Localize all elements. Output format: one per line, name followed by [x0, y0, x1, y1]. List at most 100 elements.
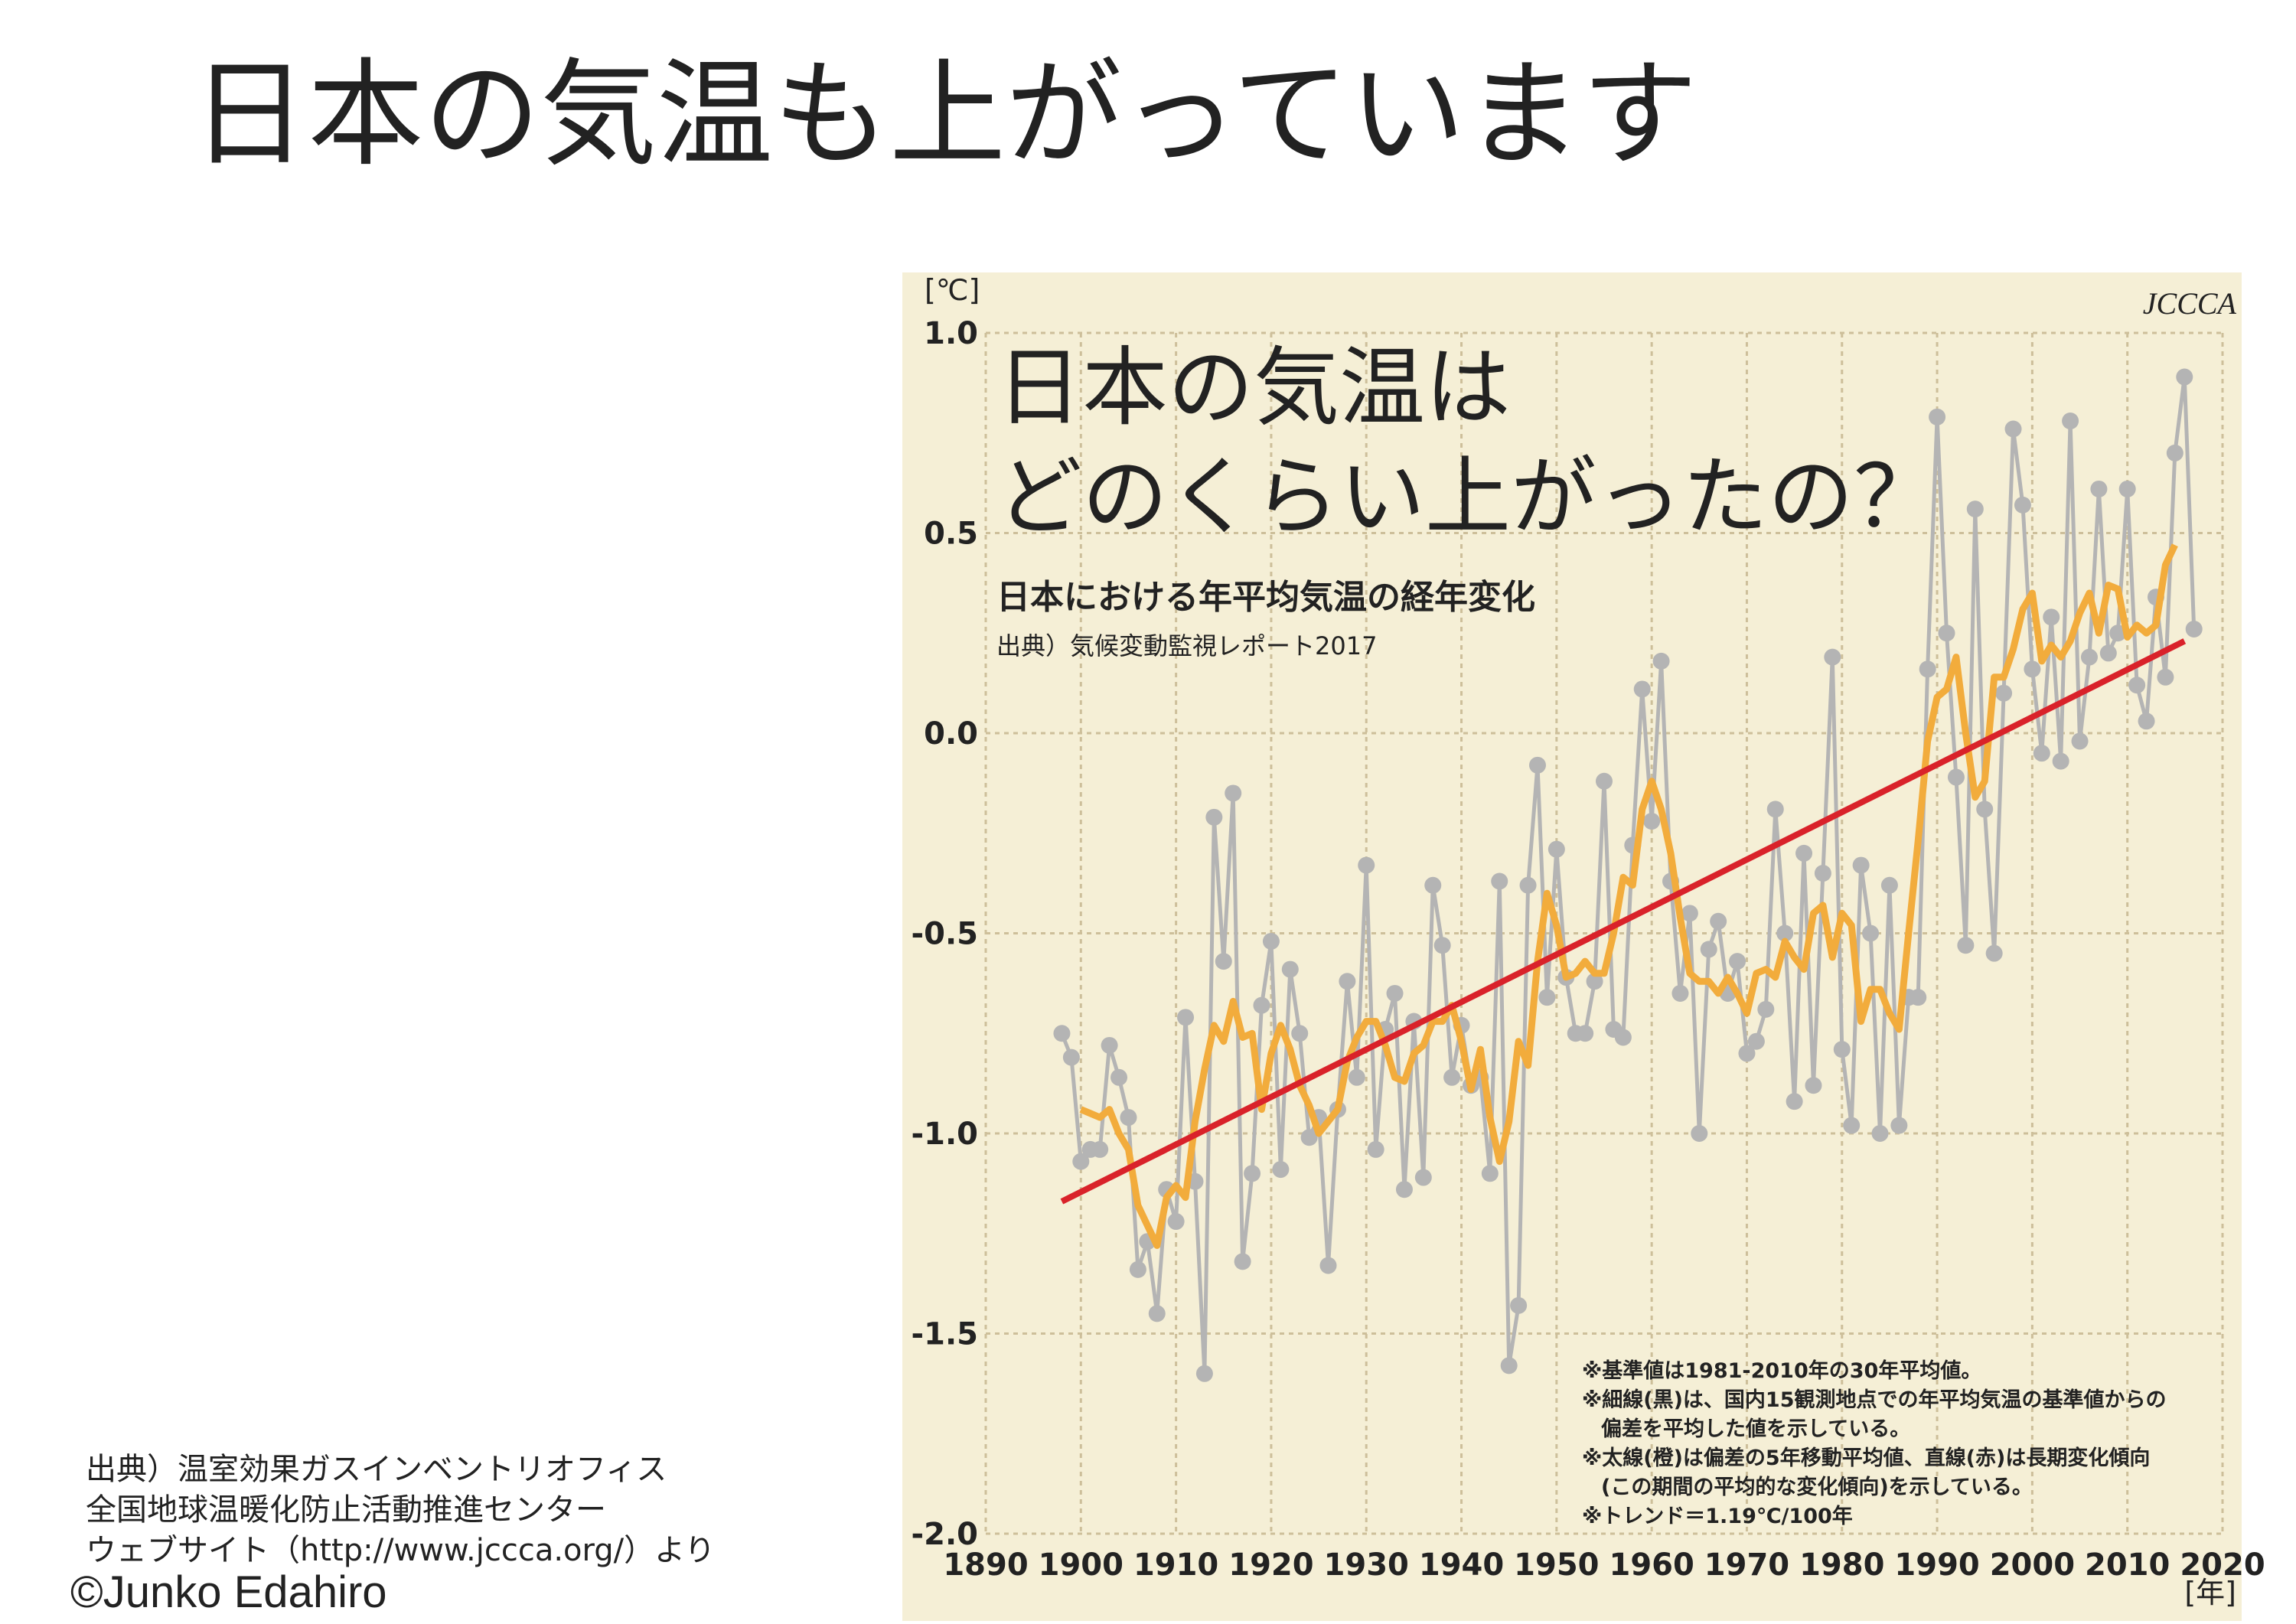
- data-point: [1938, 624, 1955, 642]
- y-tick-label: -2.0: [912, 1517, 978, 1552]
- data-point: [2166, 444, 2183, 461]
- data-point: [1919, 660, 1936, 678]
- data-point: [1729, 953, 1746, 970]
- x-tick-label: 1900: [1039, 1547, 1124, 1583]
- data-point: [1747, 1032, 1765, 1050]
- data-point: [1643, 813, 1661, 830]
- data-point: [1871, 1125, 1889, 1142]
- data-point: [1880, 876, 1898, 894]
- x-unit: [年]: [2184, 1576, 2236, 1609]
- data-point: [1091, 1140, 1109, 1158]
- data-point: [1852, 856, 1870, 874]
- data-point: [1671, 984, 1689, 1002]
- x-tick-label: 2000: [1990, 1547, 2075, 1583]
- data-point: [1929, 408, 1946, 426]
- y-tick-label: 0.5: [924, 517, 978, 552]
- data-point: [1510, 1296, 1528, 1314]
- data-point: [1367, 1140, 1384, 1158]
- data-point: [1386, 984, 1404, 1002]
- data-point: [1947, 768, 1965, 786]
- data-point: [2080, 648, 2098, 666]
- chart-title-line: 日本の気温は: [996, 338, 1511, 438]
- data-point: [1833, 1041, 1851, 1058]
- data-point: [1633, 680, 1651, 698]
- data-point: [1710, 912, 1727, 930]
- x-tick-label: 1930: [1324, 1547, 1409, 1583]
- data-point: [1843, 1117, 1861, 1134]
- note-line: 偏差を平均した値を示している。: [1601, 1417, 1910, 1441]
- y-tick-label: -1.0: [912, 1117, 978, 1152]
- data-point: [1253, 996, 1270, 1014]
- data-point: [1766, 801, 1784, 818]
- data-point: [1177, 1009, 1195, 1026]
- data-point: [1957, 937, 1975, 954]
- data-point: [1195, 1365, 1213, 1382]
- x-tick-label: 1910: [1133, 1547, 1218, 1583]
- data-point: [2024, 660, 2041, 678]
- data-point: [2043, 608, 2060, 626]
- x-tick-label: 1990: [1894, 1547, 1979, 1583]
- data-point: [1129, 1260, 1146, 1278]
- data-point: [1358, 856, 1375, 874]
- data-point: [1548, 840, 1565, 858]
- x-tick-label: 1980: [1799, 1547, 1884, 1583]
- data-point: [1215, 953, 1232, 970]
- x-tick-label: 1920: [1228, 1547, 1313, 1583]
- data-point: [2176, 368, 2193, 386]
- data-point: [1300, 1129, 1318, 1146]
- source-line: 出典）温室効果ガスインベントリオフィス: [86, 1452, 667, 1487]
- notes: ※基準値は1981-2010年の30年平均値。 ※細線(黒)は、国内15観測地点で…: [1582, 1358, 2167, 1528]
- data-point: [1824, 648, 1841, 666]
- data-point: [2090, 480, 2108, 497]
- data-point: [1424, 876, 1442, 894]
- chart-source: 出典）気候変動監視レポート2017: [996, 631, 1377, 660]
- data-point: [2109, 624, 2127, 642]
- data-point: [2062, 413, 2079, 430]
- data-point: [1596, 772, 1613, 790]
- data-point: [1519, 876, 1537, 894]
- data-point: [2004, 420, 2022, 438]
- data-point: [1985, 944, 2003, 962]
- data-point: [1681, 905, 1698, 922]
- data-point: [1281, 960, 1299, 978]
- data-point: [2099, 644, 2117, 662]
- data-point: [1414, 1169, 1432, 1186]
- data-point: [1862, 925, 1880, 942]
- data-point: [1500, 1357, 1518, 1375]
- data-point: [1738, 1045, 1756, 1062]
- y-tick-label: 0.0: [924, 716, 978, 752]
- logo: JCCCA: [2143, 286, 2237, 321]
- data-point: [1586, 973, 1603, 990]
- data-point: [1272, 1161, 1290, 1179]
- x-tick-label: 1950: [1514, 1547, 1599, 1583]
- data-point: [1244, 1165, 1261, 1182]
- data-point: [1339, 973, 1356, 990]
- data-point: [1101, 1036, 1118, 1054]
- data-point: [2138, 713, 2155, 730]
- x-tick-label: 1940: [1419, 1547, 1504, 1583]
- data-point: [1481, 1165, 1499, 1182]
- y-unit: [℃]: [925, 273, 980, 307]
- data-point: [2052, 752, 2069, 770]
- data-point: [1890, 1117, 1908, 1134]
- data-point: [1395, 1181, 1413, 1198]
- data-point: [2128, 677, 2146, 694]
- x-tick-label: 1890: [943, 1547, 1028, 1583]
- data-point: [1167, 1213, 1185, 1231]
- data-point: [1691, 1125, 1708, 1142]
- data-point: [1319, 1257, 1337, 1274]
- data-point: [1786, 1093, 1803, 1110]
- slide-title: 日本の気温も上がっています: [191, 47, 1698, 182]
- data-point: [1538, 989, 1556, 1006]
- x-tick-label: 1960: [1609, 1547, 1694, 1583]
- source-line: 全国地球温暖化防止活動推進センター: [86, 1492, 606, 1528]
- data-point: [2014, 496, 2031, 514]
- note-line: ※太線(橙)は偏差の5年移動平均値、直線(赤)は長期変化傾向: [1582, 1446, 2150, 1470]
- data-point: [1348, 1068, 1365, 1086]
- slide-source: 出典）温室効果ガスインベントリオフィス全国地球温暖化防止活動推進センターウェブサ…: [86, 1452, 715, 1568]
- data-point: [1120, 1109, 1137, 1127]
- data-point: [1491, 872, 1508, 890]
- data-point: [1995, 684, 2013, 702]
- x-tick-label: 2010: [2085, 1547, 2170, 1583]
